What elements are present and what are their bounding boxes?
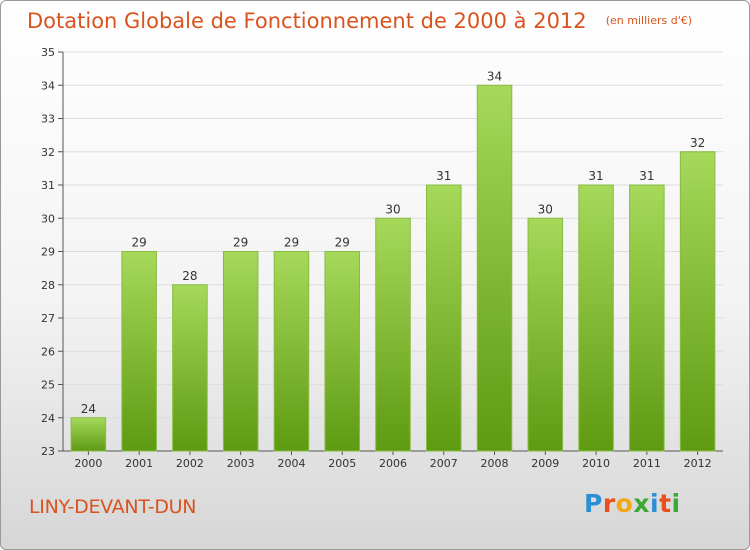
bar xyxy=(273,251,310,452)
y-tick-label: 26 xyxy=(41,345,55,358)
x-tick-label: 2004 xyxy=(277,457,305,470)
bar-value-label: 32 xyxy=(690,136,705,150)
logo-letter: o xyxy=(615,489,634,518)
bars xyxy=(70,84,716,452)
y-tick-label: 27 xyxy=(41,312,55,325)
bar-value-label: 30 xyxy=(385,202,400,216)
x-tick-label: 2006 xyxy=(379,457,407,470)
y-tick-label: 23 xyxy=(41,445,55,458)
bar-value-label: 29 xyxy=(284,236,299,250)
x-tick-label: 2007 xyxy=(430,457,458,470)
y-tick-label: 35 xyxy=(41,46,55,59)
bar-value-label: 31 xyxy=(588,169,603,183)
logo-letter: t xyxy=(659,489,672,518)
y-tick-label: 28 xyxy=(41,279,55,292)
x-tick-label: 2008 xyxy=(481,457,509,470)
logo-letter: i xyxy=(671,489,681,518)
bar xyxy=(629,184,665,452)
bar-value-label: 29 xyxy=(335,236,350,250)
logo-letter: x xyxy=(633,489,650,518)
x-tick-label: 2009 xyxy=(531,457,559,470)
labels: 24 29 28 29 29 29 30 31 34 30 31 31 32 xyxy=(81,69,706,416)
bar xyxy=(324,251,360,452)
bar-value-label: 31 xyxy=(436,169,451,183)
axes: 23 24 25 26 27 28 29 30 31 32 33 34 35 2000 2001 2002 20… xyxy=(41,46,723,470)
bar xyxy=(172,284,208,452)
chart-unit: (en milliers d'€) xyxy=(605,14,693,27)
y-tick-label: 33 xyxy=(41,113,55,126)
y-tick-label: 25 xyxy=(41,379,55,392)
bar-value-label: 28 xyxy=(182,269,197,283)
x-tick-label: 2000 xyxy=(74,457,102,470)
bar xyxy=(222,251,259,452)
bar xyxy=(679,151,716,452)
x-tick-label: 2005 xyxy=(328,457,356,470)
chart-title: Dotation Globale de Fonctionnement de 20… xyxy=(27,9,587,33)
y-tick-label: 30 xyxy=(41,212,55,225)
y-tick-label: 31 xyxy=(41,179,55,192)
x-tick-label: 2011 xyxy=(633,457,661,470)
commune-name: LINY-DEVANT-DUN xyxy=(29,496,197,518)
y-tick-label: 29 xyxy=(41,246,55,259)
bar-value-label: 29 xyxy=(132,236,147,250)
logo-letter: i xyxy=(650,489,660,518)
bar xyxy=(578,184,614,452)
title-row: Dotation Globale de Fonctionnement de 20… xyxy=(27,9,692,33)
bar xyxy=(375,217,411,452)
logo-letter: r xyxy=(602,489,616,518)
y-tick-label: 32 xyxy=(41,146,55,159)
y-tick-label: 34 xyxy=(41,79,55,92)
bar-value-label: 30 xyxy=(538,202,553,216)
x-tick-label: 2002 xyxy=(176,457,204,470)
x-tick-label: 2010 xyxy=(582,457,610,470)
x-tick-label: 2001 xyxy=(125,457,153,470)
bar xyxy=(70,417,107,452)
x-tick-label: 2003 xyxy=(227,457,255,470)
bar xyxy=(121,251,157,452)
proxiti-logo: Proxiti xyxy=(584,489,681,518)
bar-value-label: 31 xyxy=(639,169,654,183)
bar xyxy=(527,217,564,452)
bar xyxy=(476,84,513,452)
bar-value-label: 24 xyxy=(81,402,96,416)
bar xyxy=(426,184,462,452)
bar-value-label: 34 xyxy=(487,69,502,83)
bar-value-label: 29 xyxy=(233,236,248,250)
y-tick-label: 24 xyxy=(41,412,55,425)
logo-letter: P xyxy=(584,489,603,518)
x-tick-label: 2012 xyxy=(684,457,712,470)
